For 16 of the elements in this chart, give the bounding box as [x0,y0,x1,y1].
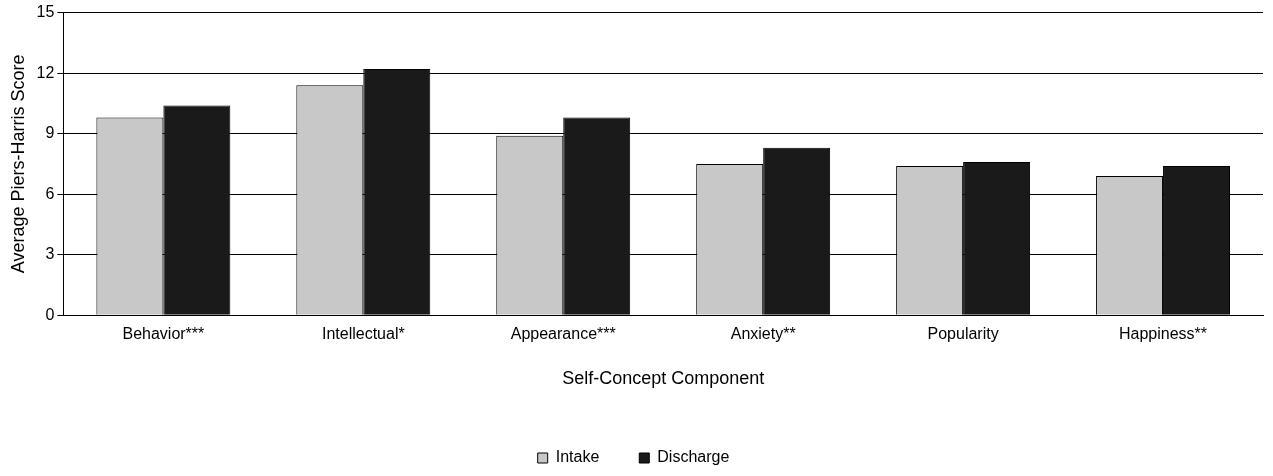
x-tick-label: Happiness** [1119,325,1208,343]
y-tick-label: 6 [45,184,55,202]
y-tick-label: 0 [45,305,55,323]
x-axis-title: Self-Concept Component [562,368,765,389]
x-tick-label: Popularity [927,325,999,343]
y-tick-label: 15 [36,3,55,21]
x-tick-label: Behavior*** [122,325,205,343]
x-tick-label: Appearance*** [510,325,616,343]
legend-label: Discharge [657,448,730,466]
y-tick-label: 9 [45,124,55,142]
y-tick-label: 12 [36,63,55,81]
y-axis-title: Average Piers-Harris Score [7,54,28,274]
y-tick-label: 3 [45,245,55,263]
legend-label: Intake [555,448,600,466]
x-tick-label: Anxiety** [730,325,796,343]
x-tick-label: Intellectual* [321,325,405,343]
